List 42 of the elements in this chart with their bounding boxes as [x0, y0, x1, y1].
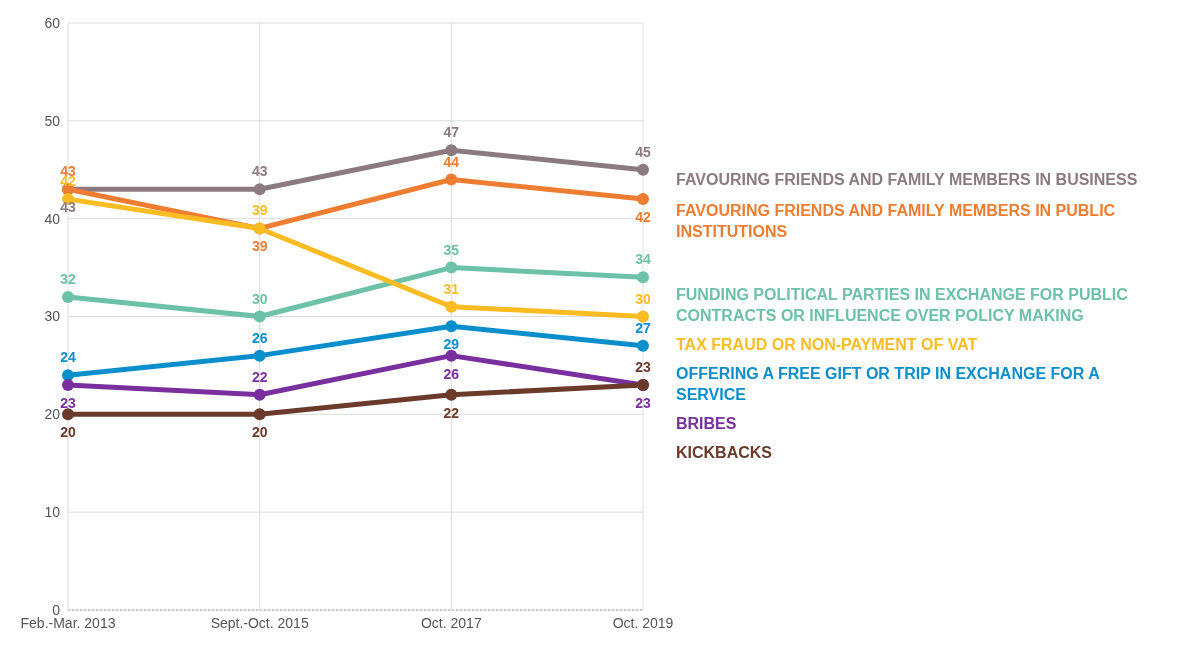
data-label: 43: [251, 163, 268, 180]
series-label: FAVOURING FRIENDS AND FAMILY MEMBERS IN BUSINESS: [676, 169, 1139, 190]
data-label: 31: [443, 280, 460, 297]
data-label: 27: [635, 319, 651, 336]
data-label: 20: [251, 424, 268, 441]
data-label: 26: [443, 365, 460, 382]
data-label: 34: [635, 251, 651, 268]
text: BRIBES: [676, 413, 738, 434]
x-tick-label: Oct. 2017: [420, 614, 482, 631]
data-label: 20: [60, 424, 76, 441]
data-label: 22: [443, 404, 460, 421]
data-label: 29: [443, 336, 460, 353]
data-label: 39: [251, 238, 268, 255]
data-label: 26: [251, 329, 268, 346]
text: TAX FRAUD OR NON-PAYMENT OF VAT: [676, 334, 979, 355]
data-label: 43: [60, 199, 76, 216]
data-label: 23: [635, 358, 651, 375]
y-tick-label: 10: [44, 504, 61, 521]
data-label: 23: [635, 394, 651, 411]
data-label: 32: [60, 270, 76, 287]
data-label: 39: [251, 202, 268, 219]
data-label: 22: [251, 368, 268, 385]
data-label: 44: [443, 153, 460, 170]
y-tick-label: 20: [44, 406, 61, 423]
series-label: FAVOURING FRIENDS AND FAMILY MEMBERS IN PUBLIC INSTITUTIONS: [676, 201, 1117, 243]
data-label: 23: [60, 394, 76, 411]
y-tick-label: 30: [44, 308, 61, 325]
series-label: FUNDING POLITICAL PARTIES IN EXCHANGE FOR PUBLIC CONTRACTS OR INFLUENCE OVER POLICY MAKING: [676, 284, 1129, 326]
data-label: 35: [443, 241, 460, 258]
y-tick-label: 60: [44, 14, 61, 31]
data-label: 47: [443, 124, 460, 141]
data-label: 42: [635, 209, 651, 226]
y-tick-label: 40: [44, 210, 61, 227]
x-tick-label: Oct. 2019: [612, 614, 674, 631]
text: KICKBACKS: [676, 442, 773, 463]
data-label: 45: [635, 143, 651, 160]
y-tick-label: 50: [44, 112, 61, 129]
data-label: 30: [635, 290, 651, 307]
data-label: 30: [251, 290, 268, 307]
data-label: 24: [60, 349, 76, 366]
text: OFFERING A FREE GIFT OR TRIP IN EXCHANGE FOR A SERVICE: [676, 363, 1101, 405]
x-tick-label: Sept.-Oct. 2015: [210, 614, 309, 631]
